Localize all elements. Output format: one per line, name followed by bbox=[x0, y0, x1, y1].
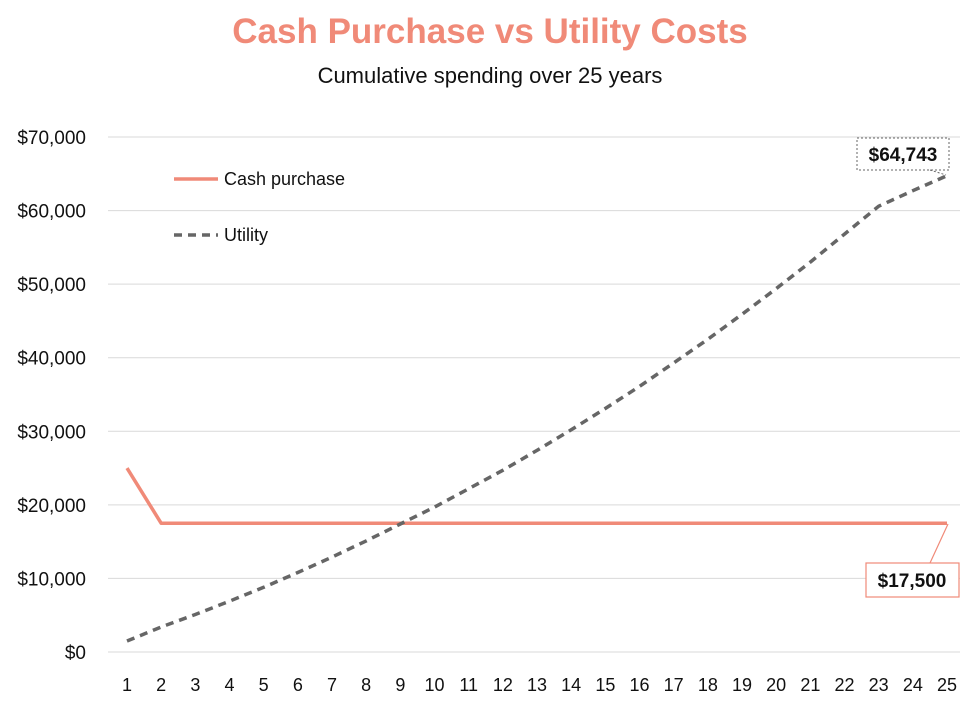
x-tick-label: 12 bbox=[493, 675, 513, 695]
y-tick-label: $60,000 bbox=[17, 202, 86, 223]
x-tick-label: 19 bbox=[732, 675, 752, 695]
x-tick-label: 9 bbox=[395, 675, 405, 695]
callout-utility-final: $64,743 bbox=[856, 137, 950, 176]
x-tick-label: 4 bbox=[224, 675, 234, 695]
series-lines bbox=[125, 174, 948, 643]
series-line-cash-purchase bbox=[125, 467, 947, 526]
x-tick-label: 7 bbox=[327, 675, 337, 695]
x-tick-label: 25 bbox=[937, 675, 957, 695]
legend: Cash purchase Utility bbox=[174, 169, 345, 245]
callout-cash-leader bbox=[929, 523, 949, 564]
x-tick-label: 16 bbox=[629, 675, 649, 695]
y-tick-label: $50,000 bbox=[17, 275, 86, 296]
gridlines bbox=[108, 136, 960, 653]
x-tick-label: 5 bbox=[259, 675, 269, 695]
x-tick-label: 22 bbox=[834, 675, 854, 695]
chart-subtitle: Cumulative spending over 25 years bbox=[317, 63, 663, 88]
x-tick-label: 11 bbox=[459, 675, 478, 695]
x-tick-label: 23 bbox=[869, 675, 889, 695]
x-tick-label: 15 bbox=[595, 675, 615, 695]
y-axis-ticks: $0 $10,000 $20,000 $30,000 $40,000 $50,000 $60… bbox=[17, 128, 86, 664]
y-tick-label: $20,000 bbox=[17, 496, 86, 517]
x-axis-ticks: 1 2 3 4 5 6 7 8 9 10 11 12 13 14 15 16 17 18 19 20 21 22 23 24 2… bbox=[122, 675, 957, 695]
x-tick-label: 6 bbox=[293, 675, 303, 695]
x-tick-label: 13 bbox=[527, 675, 547, 695]
callout-utility-box bbox=[856, 137, 950, 171]
callout-cash-label: $17,500 bbox=[878, 571, 947, 592]
legend-label-cash-purchase: Cash purchase bbox=[224, 169, 345, 189]
legend-label-utility: Utility bbox=[224, 225, 268, 245]
y-tick-label: $70,000 bbox=[17, 128, 86, 149]
x-tick-label: 24 bbox=[903, 675, 923, 695]
y-tick-label: $30,000 bbox=[17, 422, 86, 443]
chart-title: Cash Purchase vs Utility Costs bbox=[232, 12, 748, 51]
x-tick-label: 1 bbox=[122, 675, 132, 695]
x-tick-label: 10 bbox=[424, 675, 444, 695]
x-tick-label: 18 bbox=[698, 675, 718, 695]
x-tick-label: 3 bbox=[190, 675, 200, 695]
y-tick-label: $0 bbox=[65, 643, 86, 664]
series-line-utility bbox=[126, 174, 948, 643]
y-tick-label: $10,000 bbox=[17, 569, 86, 590]
x-tick-label: 14 bbox=[561, 675, 581, 695]
x-tick-label: 8 bbox=[361, 675, 371, 695]
callout-utility-leader bbox=[929, 169, 947, 176]
y-tick-label: $40,000 bbox=[17, 349, 86, 370]
x-tick-label: 20 bbox=[766, 675, 786, 695]
callout-cash-final: $17,500 bbox=[865, 523, 960, 598]
x-tick-label: 2 bbox=[156, 675, 166, 695]
x-tick-label: 17 bbox=[664, 675, 684, 695]
callout-utility-label: $64,743 bbox=[869, 145, 938, 166]
x-tick-label: 21 bbox=[800, 675, 820, 695]
callout-cash-box bbox=[865, 562, 960, 598]
